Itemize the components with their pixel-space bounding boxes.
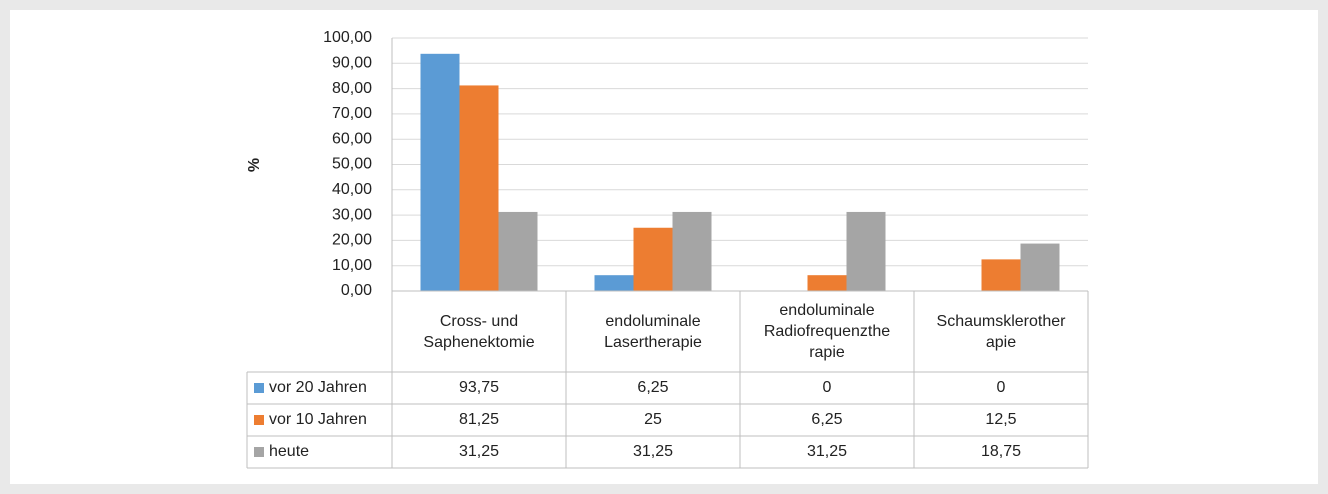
category-label: endoluminale Lasertherapie xyxy=(604,312,702,351)
legend-swatch xyxy=(254,447,264,457)
bar xyxy=(498,211,538,291)
bar xyxy=(594,275,634,291)
legend-label: vor 20 Jahren xyxy=(269,379,367,396)
y-axis-label: % xyxy=(246,158,263,172)
table-value: 18,75 xyxy=(981,443,1021,460)
y-tick-label: 100,00 xyxy=(323,29,372,46)
table-value: 25 xyxy=(644,411,662,428)
y-tick-label: 60,00 xyxy=(332,130,372,147)
y-tick-label: 0,00 xyxy=(341,282,372,299)
y-tick-label: 50,00 xyxy=(332,156,372,173)
bar xyxy=(981,259,1021,291)
y-tick-label: 30,00 xyxy=(332,206,372,223)
table-value: 93,75 xyxy=(459,379,499,396)
y-tick-label: 80,00 xyxy=(332,80,372,97)
y-tick-label: 40,00 xyxy=(332,181,372,198)
table-value: 6,25 xyxy=(811,411,842,428)
legend-label: heute xyxy=(269,443,309,460)
legend-swatch xyxy=(254,383,264,393)
bar xyxy=(672,211,712,291)
y-tick-label: 90,00 xyxy=(332,55,372,72)
category-label: Schaumsklerotherapie xyxy=(936,312,1066,351)
table-value: 0 xyxy=(997,379,1006,396)
table-value: 31,25 xyxy=(807,443,847,460)
table-value: 81,25 xyxy=(459,411,499,428)
bar xyxy=(807,275,847,291)
y-tick-label: 10,00 xyxy=(332,257,372,274)
bar xyxy=(846,211,886,291)
table-value: 0 xyxy=(823,379,832,396)
table-value: 31,25 xyxy=(633,443,673,460)
category-label: Cross- und Saphenektomie xyxy=(423,312,535,351)
table-value: 31,25 xyxy=(459,443,499,460)
bar xyxy=(633,227,673,291)
legend-label: vor 10 Jahren xyxy=(269,411,367,428)
category-label: endoluminale Radiofrequenztherapie xyxy=(763,302,891,361)
bar xyxy=(459,85,499,291)
bar xyxy=(420,53,460,291)
bar xyxy=(1020,243,1060,291)
table-value: 12,5 xyxy=(985,411,1016,428)
legend-swatch xyxy=(254,415,264,425)
table-value: 6,25 xyxy=(637,379,668,396)
y-tick-label: 70,00 xyxy=(332,105,372,122)
y-tick-label: 20,00 xyxy=(332,232,372,249)
